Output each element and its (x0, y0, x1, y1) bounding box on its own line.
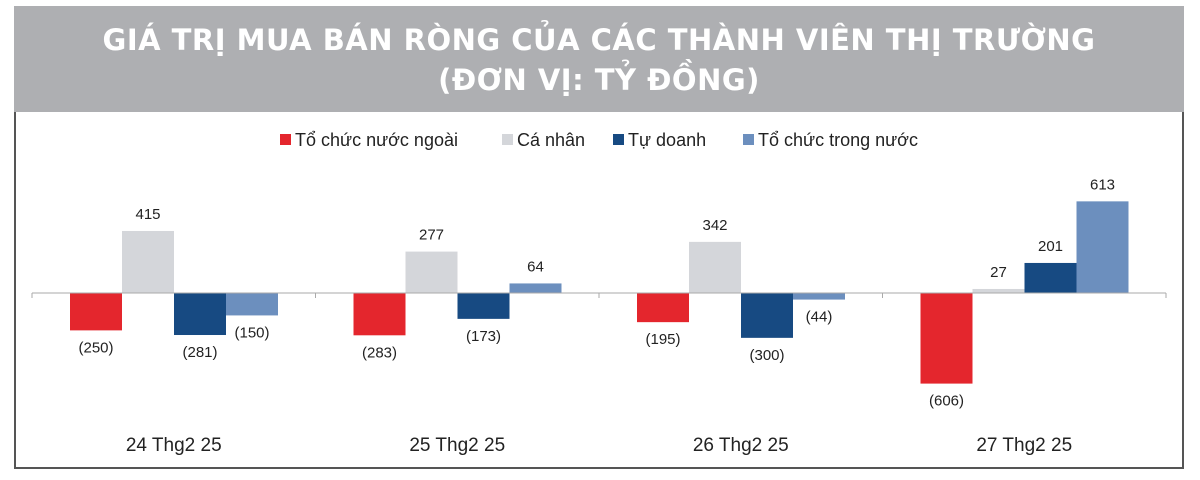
data-label: (44) (806, 309, 833, 326)
legend-label: Cá nhân (517, 130, 585, 150)
bar (920, 293, 973, 384)
bar (353, 293, 406, 336)
bar (1076, 201, 1129, 293)
bar (793, 293, 845, 300)
legend-swatch (613, 134, 624, 145)
bar (972, 288, 1025, 293)
chart-title-line1: GIÁ TRỊ MUA BÁN RÒNG CỦA CÁC THÀNH VIÊN … (102, 23, 1096, 57)
category-labels: 24 Thg2 25 25 Thg2 25 26 Thg2 25 27 Thg2 25 (126, 435, 1072, 456)
data-label: (250) (78, 339, 113, 356)
data-labels: (250) 415 (281) (150) (283) 277 (173) 64 (195) 34… (78, 176, 1115, 409)
data-label: (150) (234, 324, 269, 341)
bar (174, 293, 226, 336)
data-label: (173) (466, 328, 501, 345)
bar (405, 251, 458, 293)
bars (70, 201, 1129, 384)
data-label: 201 (1038, 238, 1063, 255)
category-label: 27 Thg2 25 (976, 435, 1072, 456)
chart-title-banner: GIÁ TRỊ MUA BÁN RÒNG CỦA CÁC THÀNH VIÊN … (14, 6, 1184, 112)
legend-label: Tổ chức trong nước (758, 130, 918, 150)
data-label: 277 (419, 227, 444, 244)
data-label: 342 (702, 217, 727, 234)
chart-title-line2: (ĐƠN VỊ: TỶ ĐỒNG) (438, 63, 760, 97)
data-label: (283) (362, 344, 397, 361)
data-label: (606) (929, 393, 964, 410)
category-label: 26 Thg2 25 (693, 435, 789, 456)
x-axis (31, 292, 1167, 298)
legend-swatch (502, 134, 513, 145)
bar (122, 230, 174, 293)
legend-label: Tổ chức nước ngoài (295, 130, 458, 150)
legend-swatch (743, 134, 754, 145)
chart-frame (14, 112, 1184, 469)
bar (637, 293, 689, 323)
data-label: 613 (1090, 176, 1115, 193)
data-label: 64 (527, 258, 544, 275)
legend-swatch (280, 134, 291, 145)
bar (226, 293, 278, 316)
bar (70, 293, 122, 331)
legend-label: Tự doanh (628, 130, 706, 150)
data-label: (300) (749, 347, 784, 364)
bar (741, 293, 793, 338)
category-label: 24 Thg2 25 (126, 435, 222, 456)
data-label: 415 (135, 206, 160, 223)
category-label: 25 Thg2 25 (409, 435, 505, 456)
bar (1024, 262, 1077, 293)
legend: Tổ chức nước ngoài Cá nhân Tự doanh Tổ chức… (280, 130, 918, 150)
data-label: 27 (990, 264, 1007, 281)
bar (689, 241, 741, 293)
bar (509, 283, 562, 293)
data-label: (281) (182, 344, 217, 361)
data-label: (195) (645, 331, 680, 348)
bar (457, 293, 510, 319)
